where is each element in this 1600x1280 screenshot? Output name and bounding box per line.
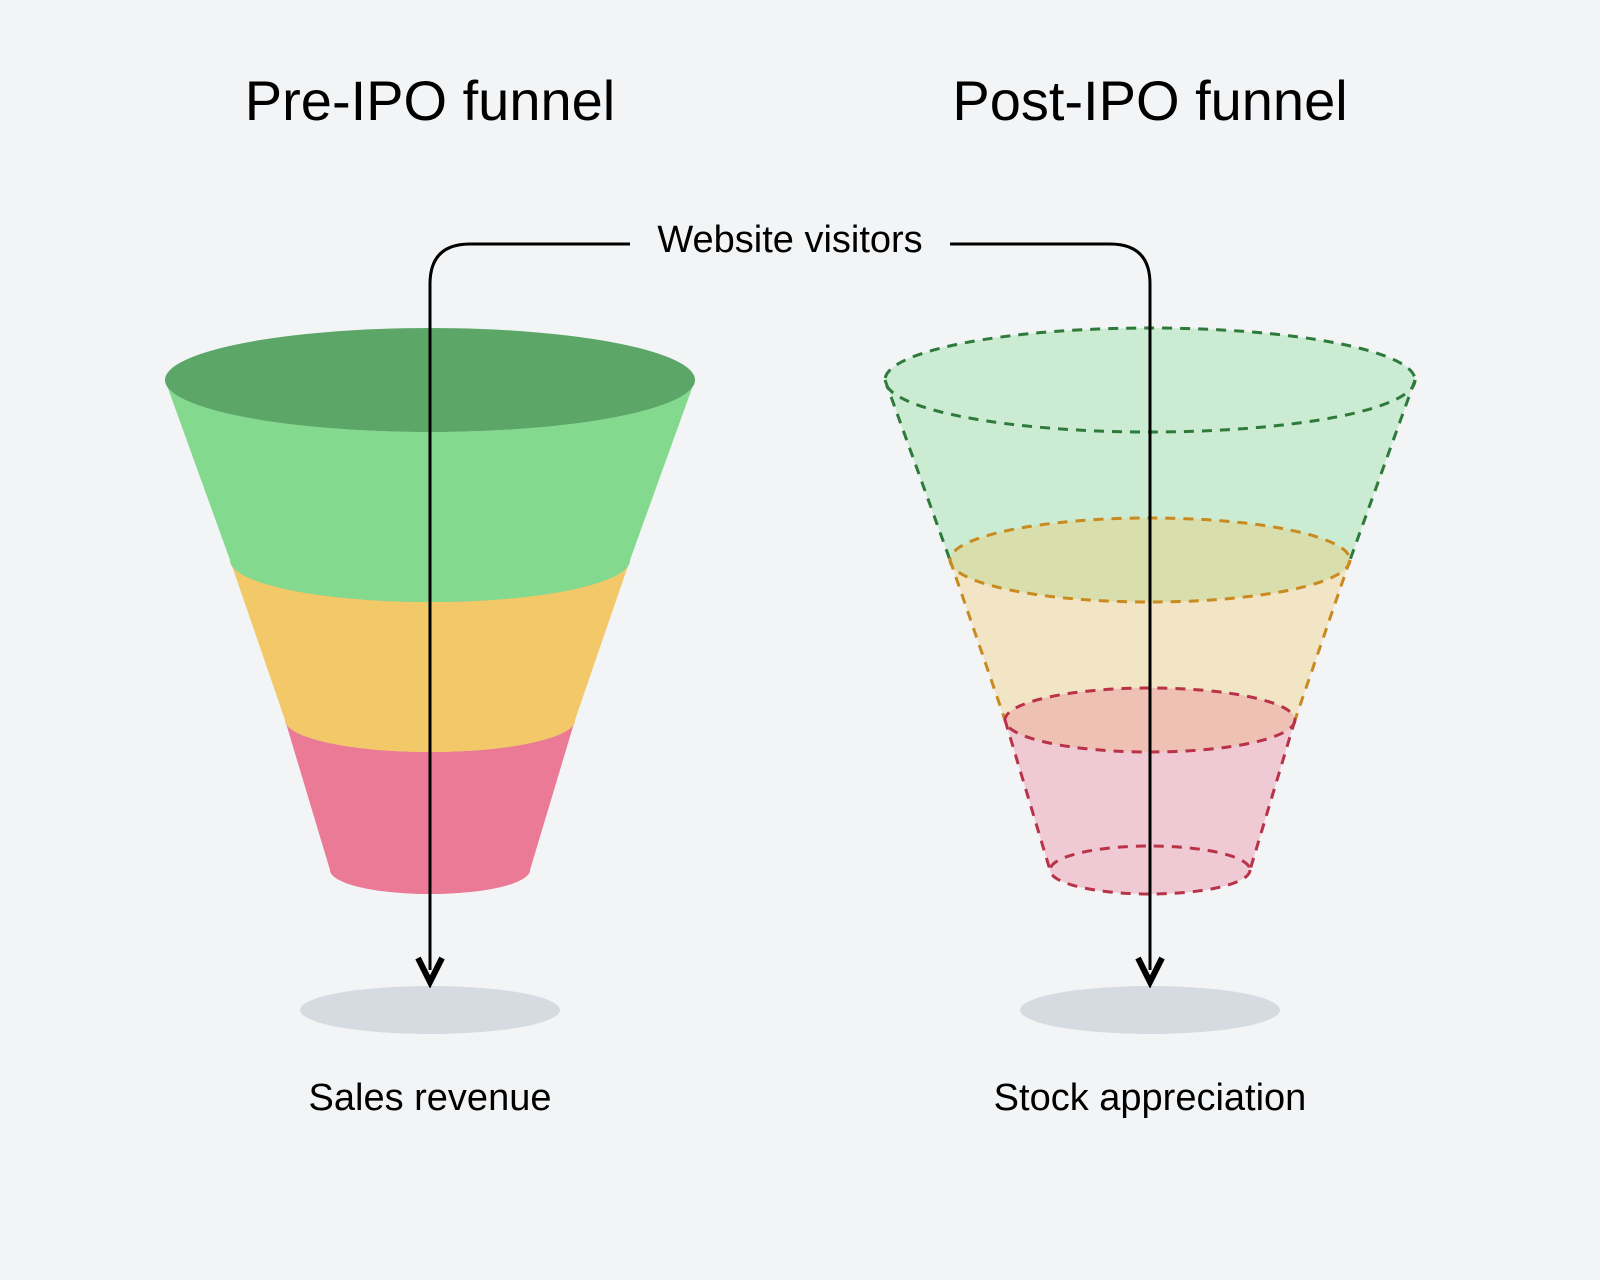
connector-label: Website visitors — [657, 219, 922, 261]
funnel-comparison-diagram: Pre-IPO funnel Post-IPO funnel Website vis… — [0, 0, 1600, 1280]
funnel-shadow — [300, 986, 560, 1034]
pre-ipo-title: Pre-IPO funnel — [245, 69, 615, 132]
post-ipo-title: Post-IPO funnel — [952, 69, 1347, 132]
post-ipo-output-label: Stock appreciation — [994, 1077, 1307, 1119]
pre-ipo-output-label: Sales revenue — [309, 1077, 552, 1119]
funnel-shadow — [1020, 986, 1280, 1034]
